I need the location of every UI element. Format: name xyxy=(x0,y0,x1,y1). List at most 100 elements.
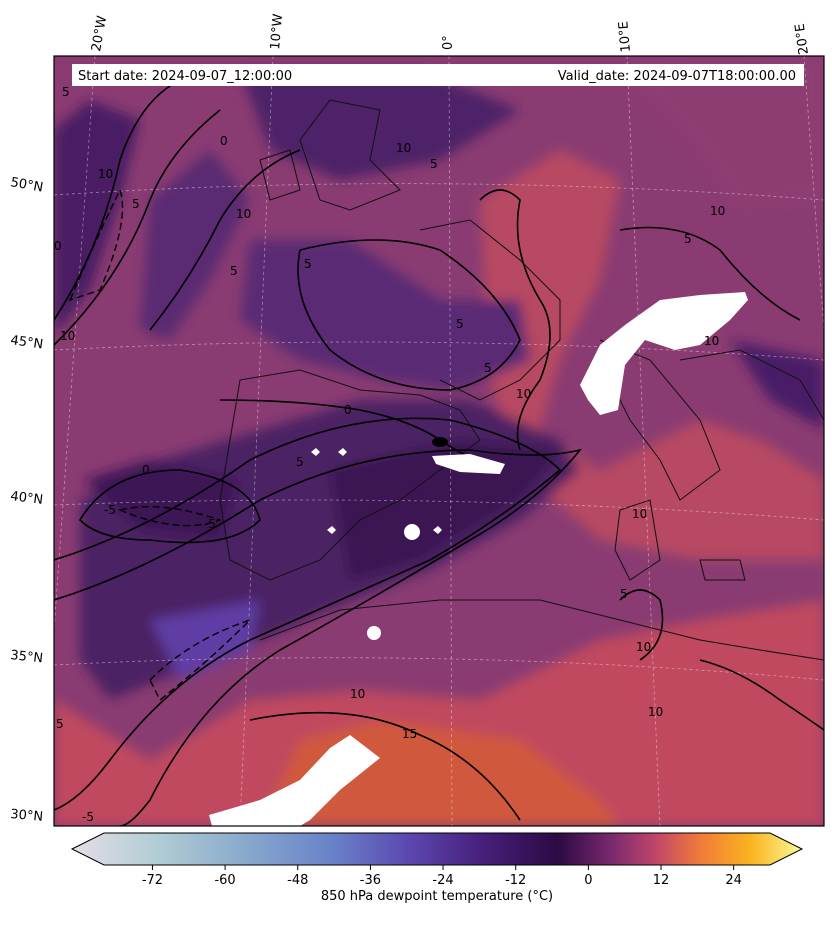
meridian-10w xyxy=(239,56,274,826)
contour-label: 10 xyxy=(710,204,725,218)
contour-label: 0 xyxy=(54,239,62,253)
lat-label-35n: 35°N xyxy=(10,648,44,666)
coastline-adriatic xyxy=(679,349,824,421)
meridian-20e xyxy=(803,56,824,337)
lat-label-45n: 45°N xyxy=(9,333,44,352)
colorbar-tick-label: -72 xyxy=(142,873,163,888)
terrain-mask xyxy=(209,292,748,826)
colorbar-ticks: -72 -60 -48 -36 -24 -12 0 12 24 xyxy=(142,865,742,888)
dry-region-france xyxy=(240,240,530,390)
coastline-ireland xyxy=(259,149,301,201)
contour-line xyxy=(479,189,551,451)
contour-line xyxy=(54,448,583,826)
contour-label: 10 xyxy=(236,207,251,221)
contour-line xyxy=(54,109,221,346)
contour-label: 10 xyxy=(648,705,663,719)
contour-line-negative xyxy=(149,619,251,702)
terrain-mask-spot xyxy=(433,526,442,534)
colorbar-tick-label: -24 xyxy=(432,873,453,888)
contour-label: 10 xyxy=(516,387,531,401)
contour-label: 5 xyxy=(430,157,438,171)
contour-label: 5 xyxy=(230,264,238,278)
contour-label: 5 xyxy=(304,257,312,271)
contour-line xyxy=(149,149,301,331)
terrain-mask-atlas xyxy=(209,735,380,826)
lon-label-10e: 10°E xyxy=(616,21,634,53)
contour-line xyxy=(619,589,664,661)
lat-label-40n: 40°N xyxy=(10,489,44,508)
coastlines xyxy=(219,99,824,661)
graticule xyxy=(54,56,824,826)
lon-label-20w: 20°W xyxy=(89,15,110,53)
coastline-britain xyxy=(299,99,401,211)
date-box xyxy=(72,64,804,86)
contour-label: 5 xyxy=(484,361,492,375)
contour-line xyxy=(619,226,801,321)
colorbar-tick-label: -36 xyxy=(360,873,381,888)
dark-spot xyxy=(432,437,448,447)
terrain-mask-spot xyxy=(404,524,420,540)
contour-line xyxy=(699,659,824,731)
map-frame xyxy=(53,55,825,827)
lon-label-20e: 20°E xyxy=(793,22,812,55)
dry-band-atlantic-west xyxy=(54,100,140,330)
lat-label-50n: 50°N xyxy=(9,175,44,195)
colorbar-tick-label: 24 xyxy=(725,873,742,888)
colorbar: -72 -60 -48 -36 -24 -12 0 12 24 850 hPa dewpoint… xyxy=(70,832,804,904)
contour-line xyxy=(54,79,181,321)
contour-label: 5 xyxy=(620,587,628,601)
colorbar-label: 850 hPa dewpoint temperature (°C) xyxy=(321,889,553,904)
contour-label: 0 xyxy=(142,463,150,477)
contour-labels: 5 10 0 5 10 10 5 10 5 0 5 10 5 5 10 0 5 … xyxy=(54,85,725,824)
contour-label: 10 xyxy=(636,640,651,654)
contour-label: 10 xyxy=(60,329,75,343)
terrain-mask-pyrenees xyxy=(432,454,505,474)
meridian-10e xyxy=(626,56,661,826)
contour-label: -5 xyxy=(82,810,94,824)
negative-contours xyxy=(68,188,251,702)
contour-line xyxy=(54,417,562,811)
contour-line xyxy=(297,239,521,391)
lon-label-0: 0° xyxy=(441,35,456,50)
contour-label: 0 xyxy=(220,134,228,148)
contour-line xyxy=(78,469,261,544)
dewpoint-field: 5 10 0 5 10 10 5 10 5 0 5 10 5 5 10 0 5 … xyxy=(54,56,824,826)
parallel-45n xyxy=(54,341,824,361)
coastline-sardinia xyxy=(614,499,661,581)
contour-label: 0 xyxy=(344,403,352,417)
start-date-label: Start date: 2024-09-07_12:00:00 xyxy=(78,69,292,84)
contour-label: 10 xyxy=(632,507,647,521)
lon-label-10w: 10°W xyxy=(268,13,286,50)
contour-label: 5 xyxy=(56,717,64,731)
coastline-italy xyxy=(599,339,721,501)
coastline-iberia xyxy=(219,369,481,581)
field-northeast xyxy=(624,60,824,210)
contour-label: 15 xyxy=(402,727,417,741)
dry-core xyxy=(330,440,560,580)
colorbar-bar xyxy=(70,832,804,866)
contour-label: 10 xyxy=(396,141,411,155)
coastline-sicily xyxy=(699,559,746,581)
contour-line-negative xyxy=(68,188,124,302)
dry-band-atlantic-mid xyxy=(140,150,250,340)
parallel-35n xyxy=(54,657,824,681)
lat-label-30n: 30°N xyxy=(10,807,44,825)
valid-date-label: Valid_date: 2024-09-07T18:00:00.00 xyxy=(558,69,796,84)
coastline-france xyxy=(419,219,561,401)
meridian-20w xyxy=(54,56,96,636)
contour-label: 10 xyxy=(98,167,113,181)
terrain-mask-alps xyxy=(580,292,748,415)
contour-label: -5 xyxy=(204,517,216,531)
parallel-40n xyxy=(54,499,824,521)
dry-region-balkans xyxy=(730,340,824,430)
colorbar-tick-label: 0 xyxy=(584,873,592,888)
terrain-mask-spot xyxy=(367,626,381,640)
contour-line xyxy=(249,711,521,821)
coastline-north-africa xyxy=(259,599,824,661)
terrain-mask-spot xyxy=(327,526,336,534)
colorbar-tick-label: -48 xyxy=(287,873,308,888)
contour-label: 5 xyxy=(62,85,70,99)
dry-region-british-isles xyxy=(240,70,520,180)
contour-label: 10 xyxy=(704,334,719,348)
contour-label: 5 xyxy=(456,317,464,331)
